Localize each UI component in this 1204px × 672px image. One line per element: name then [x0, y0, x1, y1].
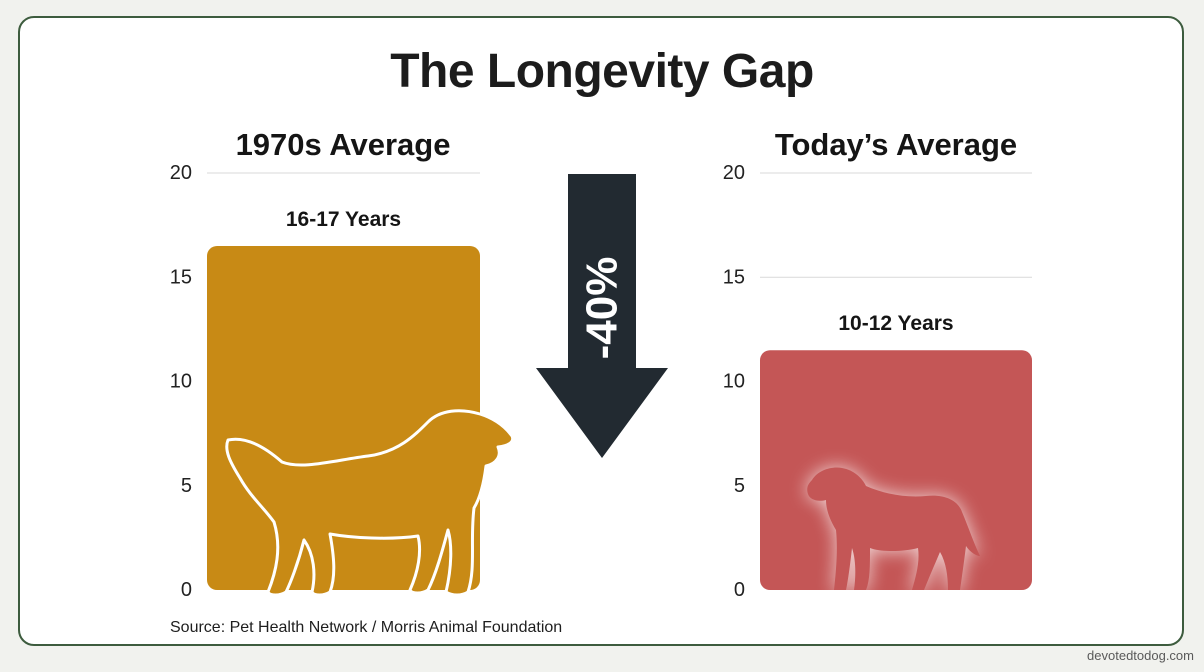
y-tick-label: 15 [170, 266, 192, 288]
chart-title: The Longevity Gap [390, 45, 814, 98]
bar-data-label: 16-17 Years [286, 208, 401, 231]
down-arrow-icon [536, 174, 668, 458]
bar-data-label: 10-12 Years [838, 312, 953, 335]
bar [760, 350, 1032, 590]
y-tick-label: 5 [734, 475, 745, 497]
y-tick-label: 20 [723, 162, 745, 184]
watermark: devotedtodog.com [1087, 648, 1194, 663]
source-note: Source: Pet Health Network / Morris Anim… [170, 619, 563, 636]
percent-change-label: -40% [578, 257, 627, 360]
dog-silhouette-icon [225, 409, 515, 597]
panel-title-1970s: 1970s Average [235, 127, 451, 162]
y-tick-label: 0 [734, 579, 745, 601]
y-tick-label: 0 [181, 579, 192, 601]
panel-title-today: Today’s Average [774, 127, 1018, 162]
y-tick-label: 10 [170, 371, 192, 393]
y-tick-label: 5 [181, 475, 192, 497]
y-tick-label: 10 [723, 371, 745, 393]
y-tick-label: 15 [723, 266, 745, 288]
dog-silhouette-icon [807, 467, 980, 590]
y-tick-label: 20 [170, 162, 192, 184]
